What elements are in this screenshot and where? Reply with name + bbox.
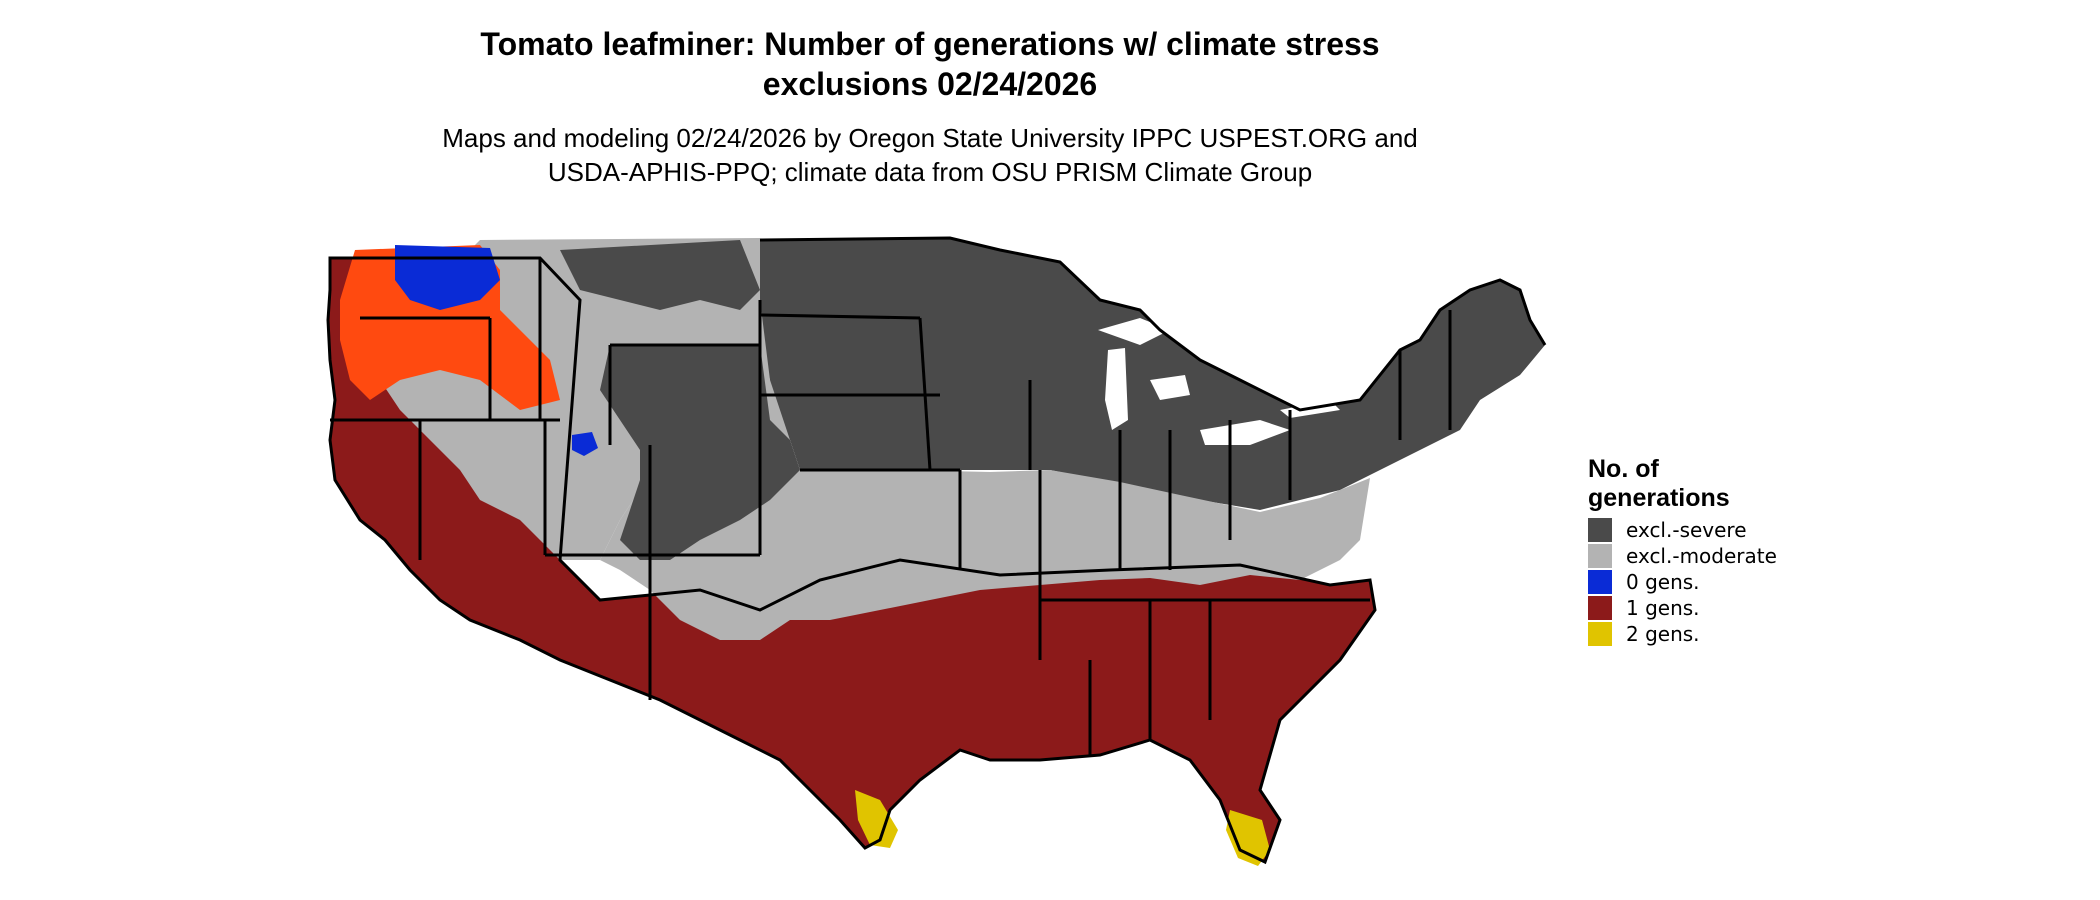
region-0-gens: [395, 245, 500, 310]
legend-title-line-1: No. of: [1588, 455, 1659, 483]
map-subtitle-line-2: USDA-APHIS-PPQ; climate data from OSU PR…: [547, 157, 1313, 187]
region-1-gens-pnw: [340, 245, 560, 410]
state-borders: [326, 236, 1547, 865]
region-0-gens-utah: [572, 432, 598, 456]
map-subtitle-line-1: Maps and modeling 02/24/2026 by Oregon S…: [442, 123, 1418, 153]
region-excl-moderate-middle: [600, 470, 1370, 640]
legend-label: 0 gens.: [1626, 570, 1700, 594]
legend-swatch: [1588, 544, 1612, 568]
region-1-gens-south: [328, 258, 1375, 862]
us-generations-map: [326, 236, 1547, 866]
legend-swatch: [1588, 518, 1612, 542]
legend-label: 2 gens.: [1626, 622, 1700, 646]
legend-title-line-2: generations: [1588, 484, 1730, 512]
region-excl-severe-north: [760, 238, 1545, 510]
legend-swatch: [1588, 622, 1612, 646]
map-title-line-1: Tomato leafminer: Number of generations …: [480, 26, 1380, 62]
region-2-gens-texas: [855, 790, 898, 848]
region-excl-severe-montana: [560, 240, 760, 310]
legend-label: excl.-moderate: [1626, 544, 1777, 568]
legend-label: 1 gens.: [1626, 596, 1700, 620]
legend-swatch: [1588, 596, 1612, 620]
great-lakes: [1098, 318, 1340, 445]
map-title-line-2: exclusions 02/24/2026: [762, 66, 1098, 102]
region-2-gens-florida: [1226, 810, 1270, 866]
legend-label: excl.-severe: [1626, 518, 1747, 542]
legend-swatch: [1588, 570, 1612, 594]
